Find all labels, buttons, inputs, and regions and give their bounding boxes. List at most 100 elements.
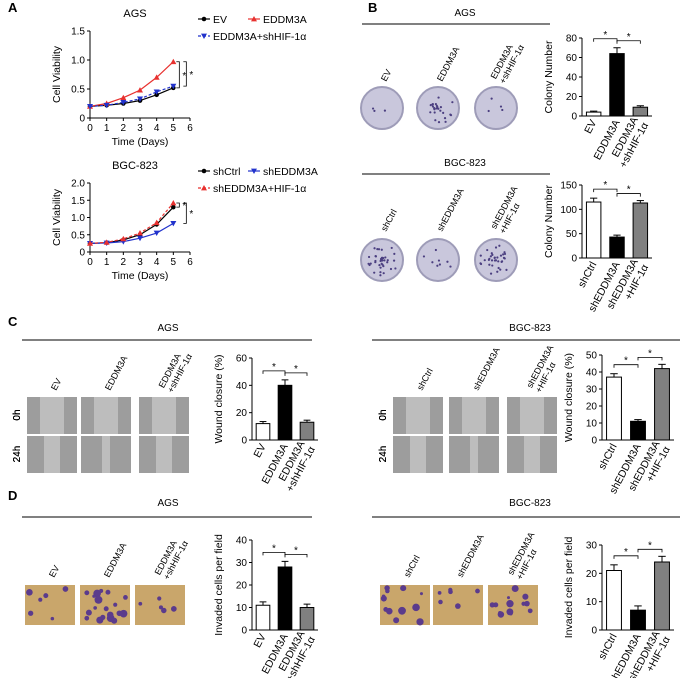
y-tick-label: 1.0: [71, 213, 85, 224]
colony: [505, 268, 508, 271]
y-tick-label: 0: [591, 436, 597, 447]
image-label: EDDM3A: [435, 45, 461, 83]
invaded-cell: [475, 588, 480, 594]
point: [103, 102, 110, 109]
invaded-cell: [170, 606, 177, 612]
significance-label: *: [182, 201, 186, 212]
y-tick-label: 0: [591, 626, 597, 637]
colony: [488, 263, 491, 266]
significance-bracket: [262, 370, 286, 374]
image-label: EDDM3A+shHIF-1α: [157, 347, 195, 394]
invaded-cell: [398, 606, 406, 615]
x-tick-label: 2: [121, 257, 127, 268]
y-tick-label: 60: [566, 53, 578, 64]
colony: [489, 255, 492, 258]
y-tick-label: 1.5: [71, 196, 85, 207]
invaded-cell: [524, 600, 530, 607]
series-line: [89, 85, 174, 107]
bar: [585, 111, 602, 117]
invaded-cell: [93, 589, 101, 598]
colony: [438, 263, 441, 266]
wound-gap: [524, 436, 540, 473]
chart-title: AGS: [123, 8, 146, 20]
colony: [490, 252, 493, 255]
invaded-cell: [113, 602, 118, 607]
colony: [383, 259, 386, 262]
y-tick-label: 0: [571, 112, 577, 123]
image-label: shCtrl: [415, 366, 435, 391]
point: [137, 230, 143, 236]
colony: [376, 248, 379, 251]
colony: [392, 259, 396, 262]
colony: [367, 255, 371, 259]
y-tick-label: 20: [586, 402, 598, 413]
significance-bracket: [613, 555, 639, 559]
y-tick-label: 0.5: [71, 85, 85, 96]
invaded-cell: [123, 595, 128, 600]
wound-gap: [410, 436, 426, 473]
colony: [379, 257, 383, 261]
invaded-cell: [43, 593, 49, 599]
legend-label: EDDM3A: [263, 14, 307, 26]
y-tick-label: 40: [236, 381, 248, 392]
y-tick-label: 60: [236, 354, 248, 365]
wound-gap: [40, 397, 64, 434]
colony: [500, 260, 504, 263]
x-tick-label: 5: [171, 123, 177, 134]
x-tick-label: 6: [187, 257, 193, 268]
colony: [435, 104, 438, 107]
bar: [606, 570, 622, 631]
colony: [451, 101, 454, 104]
colony: [497, 266, 500, 270]
point: [153, 89, 160, 95]
bar: [609, 53, 625, 117]
invaded-cell: [92, 594, 96, 598]
invaded-cell: [161, 607, 167, 614]
colony: [499, 105, 503, 108]
x-tick-label: shCtrl: [596, 442, 619, 472]
significance-bracket: [616, 193, 641, 197]
invaded-cell: [84, 615, 90, 621]
image-label: shEDDM3A+HIF-1α: [506, 530, 546, 581]
colony: [487, 258, 490, 262]
colony: [479, 262, 482, 265]
point: [153, 230, 160, 237]
invaded-cell: [103, 606, 109, 612]
y-tick-label: 20: [586, 569, 598, 580]
invaded-cell: [158, 605, 164, 610]
significance-bracket: [284, 553, 308, 558]
y-tick-label: 20: [236, 581, 248, 592]
colony: [379, 266, 382, 269]
colony: [490, 97, 493, 100]
x-tick-label: 4: [154, 257, 160, 268]
colony: [434, 119, 437, 122]
point: [120, 94, 127, 101]
row-label: 24h: [12, 446, 23, 463]
point: [170, 220, 177, 227]
invaded-cell: [498, 610, 502, 615]
row-label: 0h: [378, 409, 389, 420]
x-tick-label: 0: [87, 257, 93, 268]
colony: [431, 261, 434, 264]
significance-label: *: [603, 30, 607, 41]
row-label: 0h: [12, 409, 23, 420]
wound-gap: [520, 397, 544, 434]
colony: [369, 262, 372, 265]
colony: [449, 114, 453, 117]
invaded-cell: [157, 596, 162, 601]
image-label: shCtrl: [402, 553, 422, 578]
invaded-cell: [393, 617, 400, 624]
significance-bracket: [262, 551, 286, 556]
bar: [632, 106, 649, 117]
significance-bracket: [613, 364, 639, 368]
series-line: [89, 222, 174, 244]
point: [171, 204, 176, 210]
wound-gap: [470, 436, 478, 473]
colony: [499, 254, 503, 257]
group-title: AGS: [454, 8, 475, 19]
point: [251, 16, 257, 22]
significance-bracket: [176, 202, 180, 208]
colony: [489, 272, 493, 275]
group-title: AGS: [157, 498, 178, 509]
point: [251, 168, 257, 174]
